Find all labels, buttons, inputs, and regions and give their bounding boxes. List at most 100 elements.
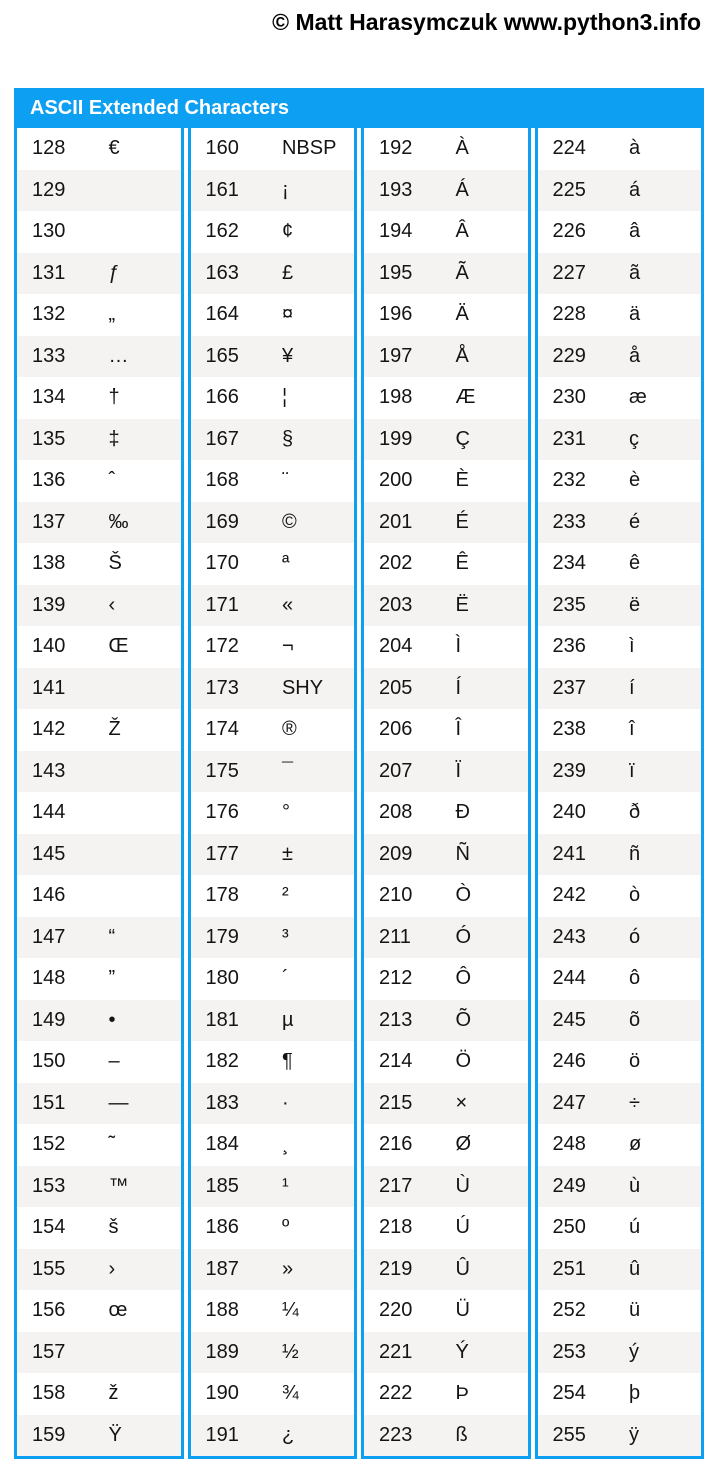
table-row: 197 Å bbox=[364, 335, 528, 377]
char-glyph: £ bbox=[281, 261, 294, 284]
char-glyph: ß bbox=[455, 1423, 468, 1446]
char-glyph: ä bbox=[628, 303, 641, 326]
table-row: 136 ˆ bbox=[17, 460, 181, 502]
char-code: 196 bbox=[379, 303, 413, 326]
char-code: 142 bbox=[32, 718, 66, 741]
char-glyph: ¢ bbox=[281, 220, 294, 243]
char-glyph: ç bbox=[628, 427, 639, 450]
char-glyph: Ž bbox=[108, 718, 121, 741]
char-code: 254 bbox=[552, 1382, 586, 1405]
char-glyph: ¦ bbox=[281, 386, 288, 409]
table-row: 129 bbox=[17, 169, 181, 211]
table-row: 189 ½ bbox=[190, 1331, 354, 1373]
char-code: 224 bbox=[552, 137, 586, 160]
table-row: 150 – bbox=[17, 1041, 181, 1083]
char-code: 167 bbox=[205, 427, 239, 450]
table-row: 164 ¤ bbox=[190, 294, 354, 336]
char-code: 143 bbox=[32, 759, 66, 782]
table-row: 213 Õ bbox=[364, 999, 528, 1041]
char-glyph: … bbox=[108, 344, 129, 367]
char-code: 212 bbox=[379, 967, 413, 990]
table-row: 138 Š bbox=[17, 543, 181, 585]
char-glyph: ‡ bbox=[108, 427, 120, 450]
char-glyph: Å bbox=[455, 344, 469, 367]
table-row: 230 æ bbox=[537, 377, 701, 419]
char-glyph: Á bbox=[455, 178, 469, 201]
char-code: 229 bbox=[552, 344, 586, 367]
char-glyph: í bbox=[628, 676, 635, 699]
char-glyph: ± bbox=[281, 842, 293, 865]
table-row: 174 ® bbox=[190, 709, 354, 751]
char-glyph: Ð bbox=[455, 801, 470, 824]
char-glyph: ÿ bbox=[628, 1423, 639, 1446]
table-row: 250 ú bbox=[537, 1207, 701, 1249]
table-row: 145 bbox=[17, 833, 181, 875]
char-code: 223 bbox=[379, 1423, 413, 1446]
char-glyph: © bbox=[281, 510, 297, 533]
table-row: 188 ¼ bbox=[190, 1290, 354, 1332]
char-code: 227 bbox=[552, 261, 586, 284]
char-code: 178 bbox=[205, 884, 239, 907]
table-row: 159 Ÿ bbox=[17, 1414, 181, 1456]
char-glyph: NBSP bbox=[281, 137, 337, 160]
table-row: 181 µ bbox=[190, 999, 354, 1041]
char-glyph: ¶ bbox=[281, 1050, 293, 1073]
char-glyph: ã bbox=[628, 261, 641, 284]
table-row: 167 § bbox=[190, 418, 354, 460]
char-code: 204 bbox=[379, 635, 413, 658]
char-glyph: ½ bbox=[281, 1340, 299, 1363]
table-row: 211 Ó bbox=[364, 916, 528, 958]
char-code: 200 bbox=[379, 469, 413, 492]
char-code: 250 bbox=[552, 1216, 586, 1239]
table-row: 140 Œ bbox=[17, 626, 181, 668]
char-glyph: ¼ bbox=[281, 1299, 299, 1322]
table-row: 254 þ bbox=[537, 1373, 701, 1415]
char-code: 198 bbox=[379, 386, 413, 409]
table-row: 215 × bbox=[364, 1082, 528, 1124]
char-glyph: × bbox=[455, 1091, 468, 1114]
table-row: 168 ¨ bbox=[190, 460, 354, 502]
char-glyph: Ù bbox=[455, 1174, 470, 1197]
char-code: 252 bbox=[552, 1299, 586, 1322]
char-code: 133 bbox=[32, 344, 66, 367]
char-code: 150 bbox=[32, 1050, 66, 1073]
char-glyph: ‰ bbox=[108, 510, 129, 533]
char-code: 152 bbox=[32, 1133, 66, 1156]
char-glyph: ò bbox=[628, 884, 641, 907]
table-row: 131 ƒ bbox=[17, 252, 181, 294]
char-code: 197 bbox=[379, 344, 413, 367]
table-row: 139 ‹ bbox=[17, 584, 181, 626]
char-code: 247 bbox=[552, 1091, 586, 1114]
copyright-text: © Matt Harasymczuk www.python3.info bbox=[272, 9, 701, 35]
char-glyph: ˆ bbox=[108, 469, 116, 492]
table-row: 217 Ù bbox=[364, 1165, 528, 1207]
char-code: 192 bbox=[379, 137, 413, 160]
char-code: 158 bbox=[32, 1382, 66, 1405]
table-row: 204 Ì bbox=[364, 626, 528, 668]
table-row: 148 ” bbox=[17, 958, 181, 1000]
char-glyph: Î bbox=[455, 718, 462, 741]
char-glyph: ´ bbox=[281, 967, 289, 990]
char-glyph: ú bbox=[628, 1216, 641, 1239]
char-code: 172 bbox=[205, 635, 239, 658]
char-code: 230 bbox=[552, 386, 586, 409]
char-code: 174 bbox=[205, 718, 239, 741]
char-code: 177 bbox=[205, 842, 239, 865]
char-code: 135 bbox=[32, 427, 66, 450]
table-row: 187 » bbox=[190, 1248, 354, 1290]
char-code: 189 bbox=[205, 1340, 239, 1363]
table-row: 165 ¥ bbox=[190, 335, 354, 377]
char-code: 222 bbox=[379, 1382, 413, 1405]
char-code: 145 bbox=[32, 842, 66, 865]
ascii-extended-table: ASCII Extended Characters 128 €129 130 131 ƒ… bbox=[14, 88, 704, 1459]
table-row: 207 Ï bbox=[364, 750, 528, 792]
char-code: 170 bbox=[205, 552, 239, 575]
char-glyph: Ÿ bbox=[108, 1423, 122, 1446]
char-code: 232 bbox=[552, 469, 586, 492]
table-row: 182 ¶ bbox=[190, 1041, 354, 1083]
table-row: 227 ã bbox=[537, 252, 701, 294]
char-code: 190 bbox=[205, 1382, 239, 1405]
table-row: 183 · bbox=[190, 1082, 354, 1124]
char-glyph: á bbox=[628, 178, 641, 201]
char-code: 245 bbox=[552, 1008, 586, 1031]
